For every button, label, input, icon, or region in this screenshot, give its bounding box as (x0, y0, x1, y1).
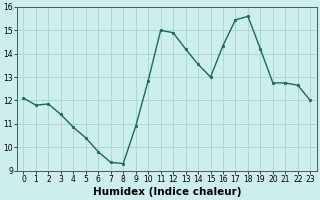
X-axis label: Humidex (Indice chaleur): Humidex (Indice chaleur) (93, 187, 241, 197)
